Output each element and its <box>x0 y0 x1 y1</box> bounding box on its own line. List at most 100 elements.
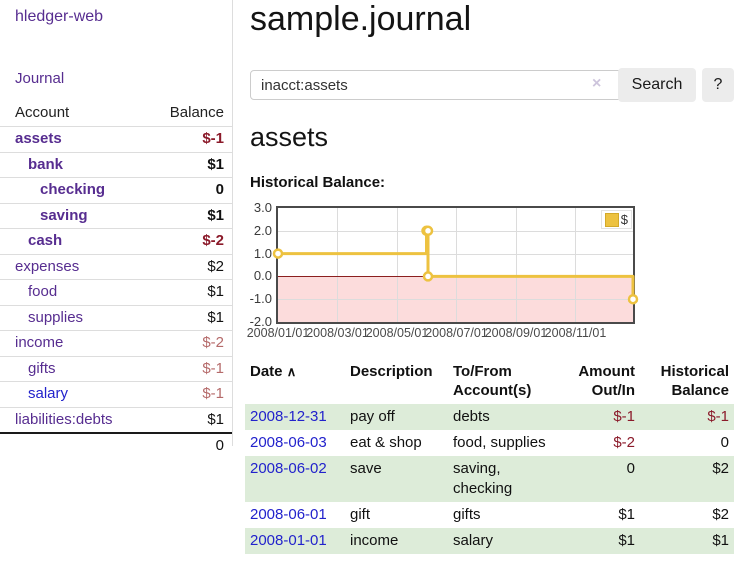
column-header-date[interactable]: Date ∧ <box>250 363 297 380</box>
y-tick: -2.0 <box>249 314 272 329</box>
x-tick: 2008/07/01 <box>425 326 488 340</box>
transaction-date-link[interactable]: 2008-06-01 <box>250 506 327 523</box>
chart-gridline <box>456 208 457 322</box>
chart-gridline <box>337 208 338 322</box>
search-input[interactable] <box>250 70 634 100</box>
transaction-date-link[interactable]: 2008-12-31 <box>250 408 327 425</box>
y-tick: 3.0 <box>253 200 272 215</box>
account-link-supplies[interactable]: supplies <box>28 308 84 326</box>
transaction-balance: $2 <box>712 506 729 523</box>
account-balance: $1 <box>149 406 232 433</box>
transaction-amount: $-1 <box>613 408 635 425</box>
transaction-date-link[interactable]: 2008-01-01 <box>250 532 327 549</box>
account-balance: $2 <box>149 253 232 280</box>
column-header-amount: Amount Out/In <box>578 363 635 399</box>
account-row: supplies $1 <box>0 304 232 331</box>
account-row: checking 0 <box>0 177 232 203</box>
data-point-marker <box>627 293 639 305</box>
transaction-balance: $1 <box>712 532 729 549</box>
transaction-balance: $-1 <box>707 408 729 425</box>
transaction-description: save <box>350 460 382 477</box>
account-link-liabilities-debts[interactable]: liabilities:debts <box>15 410 113 428</box>
account-row: bank $1 <box>0 151 232 178</box>
accounts-header-account: Account <box>15 104 70 121</box>
account-row: gifts $-1 <box>0 355 232 382</box>
chart-gridline <box>278 231 633 232</box>
account-link-food[interactable]: food <box>28 283 58 300</box>
clear-search-icon[interactable]: × <box>592 75 602 92</box>
account-link-bank[interactable]: bank <box>28 155 64 173</box>
account-link-checking[interactable]: checking <box>40 181 106 198</box>
transaction-balance: $2 <box>712 460 729 477</box>
account-balance: $-2 <box>149 228 232 254</box>
account-balance: $1 <box>149 279 232 305</box>
y-tick: -1.0 <box>249 291 272 307</box>
accounts-table: Account Balance assets $-1 bank $1 checkin… <box>0 101 232 459</box>
account-page-title: assets <box>250 122 329 152</box>
account-row: expenses $2 <box>0 253 232 280</box>
account-balance: $1 <box>149 151 232 178</box>
data-point-marker <box>272 248 284 259</box>
account-row: food $1 <box>0 279 232 305</box>
transaction-accounts: gifts <box>453 506 481 523</box>
register-row: 2008-06-01 gift gifts $1 $2 <box>245 502 734 528</box>
account-link-saving[interactable]: saving <box>40 206 88 224</box>
accounts-total-row: 0 <box>0 432 232 459</box>
account-row: cash $-2 <box>0 228 232 254</box>
chart-gridline <box>575 208 576 322</box>
data-point-marker <box>422 225 434 237</box>
help-button[interactable]: ? <box>702 68 734 102</box>
column-header-description: Description <box>350 363 433 380</box>
transaction-date-link[interactable]: 2008-06-02 <box>250 460 327 477</box>
chart-title: Historical Balance: <box>250 174 386 191</box>
account-link-cash[interactable]: cash <box>28 232 63 249</box>
transaction-accounts: debts <box>453 408 490 425</box>
register-row: 2008-12-31 pay off debts $-1 $-1 <box>245 404 734 430</box>
account-link-salary[interactable]: salary <box>28 385 69 402</box>
column-header-balance: Historical Balance <box>660 363 729 399</box>
x-tick: 2008/03/01 <box>306 326 369 340</box>
account-balance: $-1 <box>149 381 232 407</box>
chart-gridline <box>397 208 398 322</box>
x-tick: 2008/11/01 <box>544 326 607 340</box>
accounts-header-balance: Balance <box>169 104 224 121</box>
register-row: 2008-06-02 save saving, checking 0 $2 <box>245 456 734 502</box>
chart-gridline <box>278 254 633 255</box>
account-link-assets[interactable]: assets <box>15 130 62 147</box>
brand-link[interactable]: hledger-web <box>15 8 104 25</box>
chart-gridline <box>516 208 517 322</box>
balance-series-line <box>272 225 639 305</box>
balance-chart: $ 3.0 2.0 1.0 0.0 -1.0 -2.0 2008/01/01 2… <box>247 200 639 340</box>
account-balance: $1 <box>149 202 232 229</box>
account-link-income[interactable]: income <box>15 334 64 351</box>
account-row: income $-2 <box>0 330 232 356</box>
account-row: assets $-1 <box>0 126 232 152</box>
search-button[interactable]: Search <box>618 68 696 102</box>
register-table: Date ∧ Description To/From Account(s) Am… <box>245 358 734 554</box>
sidebar-divider <box>232 0 233 446</box>
chart-legend: $ <box>600 210 632 229</box>
page-title: sample.journal <box>250 0 472 38</box>
transaction-accounts: food, supplies <box>453 434 546 451</box>
x-tick: 2008/09/01 <box>484 326 548 340</box>
transaction-amount: $1 <box>618 532 635 549</box>
column-header-accounts: To/From Account(s) <box>453 363 532 399</box>
y-tick: 2.0 <box>253 222 272 238</box>
transaction-description: income <box>350 532 399 549</box>
account-row: saving $1 <box>0 202 232 229</box>
legend-label: $ <box>620 212 628 227</box>
transaction-amount: $-2 <box>613 434 635 451</box>
transaction-amount: $1 <box>618 506 635 523</box>
account-row: liabilities:debts $1 <box>0 406 232 433</box>
main-content: sample.journal × Search ? assets Histori… <box>245 0 742 582</box>
register-row: 2008-01-01 income salary $1 $1 <box>245 528 734 554</box>
transaction-balance: 0 <box>720 434 729 451</box>
account-link-gifts[interactable]: gifts <box>28 359 56 377</box>
account-balance: $1 <box>149 304 232 331</box>
register-row: 2008-06-03 eat & shop food, supplies $-2… <box>245 430 734 456</box>
transaction-description: eat & shop <box>350 434 422 451</box>
sidebar-item-journal[interactable]: Journal <box>15 70 65 87</box>
account-link-expenses[interactable]: expenses <box>15 257 80 275</box>
account-balance: $-1 <box>149 126 232 152</box>
transaction-date-link[interactable]: 2008-06-03 <box>250 434 327 451</box>
